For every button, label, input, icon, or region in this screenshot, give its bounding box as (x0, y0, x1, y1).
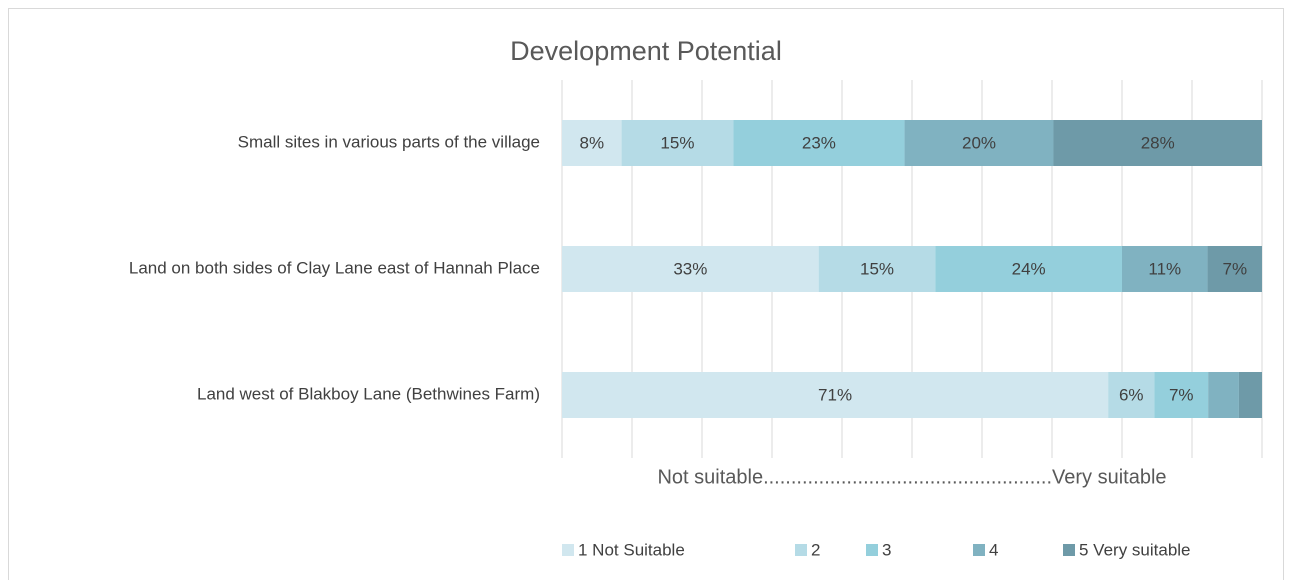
legend-swatch (1063, 544, 1075, 556)
bar-segment (1154, 372, 1209, 418)
data-label: 8% (579, 133, 604, 152)
legend-label: 3 (882, 540, 891, 559)
legend-swatch (562, 544, 574, 556)
y-tick-label: Land on both sides of Clay Lane east of … (129, 258, 540, 277)
data-label: 15% (660, 133, 694, 152)
bar-segment (1108, 372, 1155, 418)
chart-title: Development Potential (510, 36, 782, 66)
legend-label: 2 (811, 540, 820, 559)
bar-segment (1122, 246, 1208, 292)
bar-segment (562, 120, 622, 166)
data-label: 28% (1141, 133, 1175, 152)
bar-segment (1207, 246, 1262, 292)
data-label: 7% (1222, 259, 1247, 278)
chart-frame (8, 8, 1284, 580)
data-label: 6% (1119, 385, 1144, 404)
y-tick-label: Small sites in various parts of the vill… (238, 132, 540, 151)
data-label: 15% (860, 259, 894, 278)
bar-segment (818, 246, 936, 292)
bar-segment (935, 246, 1122, 292)
legend-swatch (866, 544, 878, 556)
data-label: 33% (673, 259, 707, 278)
data-label: 71% (818, 385, 852, 404)
y-tick-label: Land west of Blakboy Lane (Bethwines Far… (197, 384, 540, 403)
bar-segment (1208, 372, 1239, 418)
bar-segment (1238, 372, 1262, 418)
bar-segment (562, 246, 819, 292)
data-label: 24% (1012, 259, 1046, 278)
data-label: 7% (1169, 385, 1194, 404)
legend-swatch (973, 544, 985, 556)
bar-segment (733, 120, 905, 166)
data-label: 11% (1148, 259, 1181, 278)
legend-label: 1 Not Suitable (578, 540, 685, 559)
bar-segment (562, 372, 1109, 418)
data-label: 23% (802, 133, 836, 152)
legend-swatch (795, 544, 807, 556)
bar-segment (1053, 120, 1262, 166)
bar-segment (904, 120, 1054, 166)
legend-label: 4 (989, 540, 998, 559)
data-label: 20% (962, 133, 996, 152)
bar-segment (621, 120, 734, 166)
legend-label: 5 Very suitable (1079, 540, 1191, 559)
x-axis-label: Not suitable............................… (657, 466, 1166, 488)
